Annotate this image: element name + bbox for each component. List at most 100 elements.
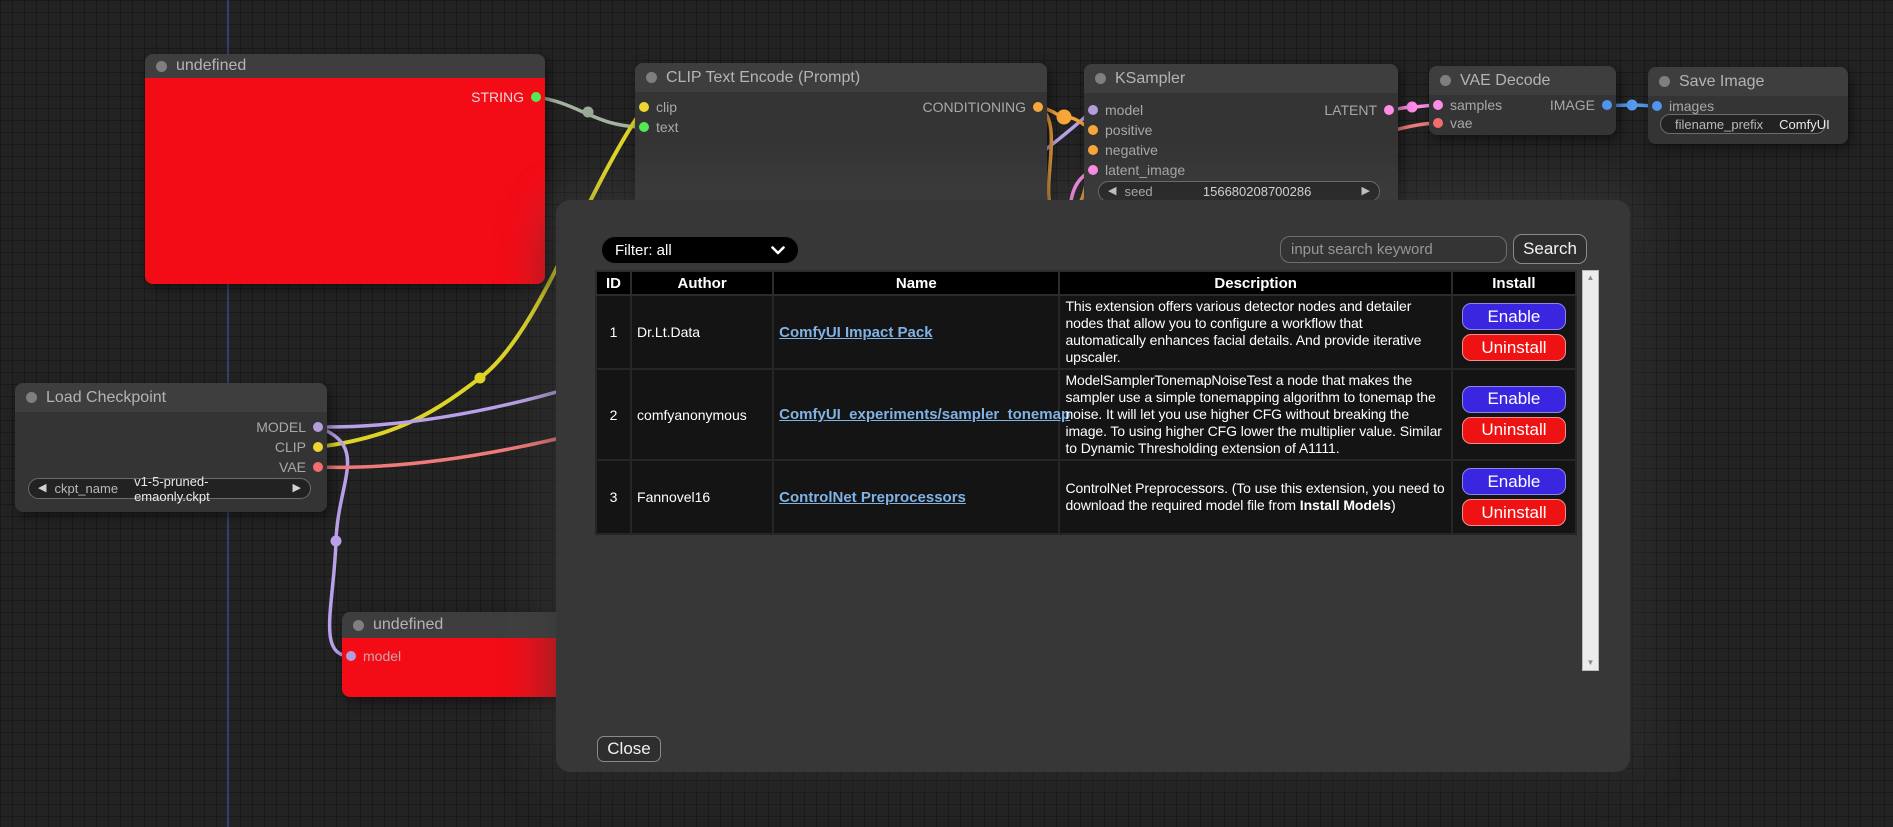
uninstall-button[interactable]: Uninstall [1461,416,1566,444]
ext-name-link[interactable]: ControlNet Preprocessors [779,488,966,506]
input-slot-text[interactable]: text [639,118,679,136]
scroll-down-arrow-icon[interactable]: ▼ [1586,658,1595,667]
extension-manager-dialog: Filter: all Search ID Author Name Descri… [556,200,1630,772]
node-title-bar[interactable]: Load Checkpoint [15,383,327,412]
slot-label: LATENT [1324,102,1377,118]
node-title-bar[interactable]: VAE Decode [1429,66,1616,95]
node-title-label: CLIP Text Encode (Prompt) [666,68,861,86]
collapse-dot-icon[interactable] [26,392,37,403]
clip-slot-dot-icon[interactable] [639,102,649,112]
table-header-row: ID Author Name Description Install [594,270,1578,296]
scroll-up-arrow-icon[interactable]: ▲ [1586,273,1595,282]
collapse-dot-icon[interactable] [353,619,364,631]
node-save-image[interactable]: Save Image images filename_prefix ComfyU… [1648,67,1848,144]
ext-id: 2 [594,368,633,461]
node-title-label: Load Checkpoint [46,388,167,406]
node-title-label: undefined [176,57,247,74]
node-ksampler[interactable]: KSampler model positive negative latent_… [1084,64,1398,210]
string-slot-dot-icon[interactable] [531,92,541,102]
close-button[interactable]: Close [597,736,661,762]
vae-slot-dot-icon[interactable] [1433,118,1443,128]
latent-slot-dot-icon[interactable] [1433,100,1443,110]
seed-widget[interactable]: ◀ seed 156680208700286 ▶ [1098,181,1380,202]
conditioning-slot-dot-icon[interactable] [1033,102,1043,112]
enable-button[interactable]: Enable [1461,468,1566,495]
vae-slot-dot-icon[interactable] [313,462,323,472]
header-id: ID [594,270,633,296]
conditioning-slot-dot-icon[interactable] [1088,125,1098,135]
input-slot-vae[interactable]: vae [1433,114,1473,132]
input-slot-negative[interactable]: negative [1088,141,1158,159]
collapse-dot-icon[interactable] [1095,73,1106,84]
output-slot-model[interactable]: MODEL [256,418,323,436]
output-slot-string[interactable]: STRING [471,88,541,106]
collapse-dot-icon[interactable] [156,60,167,72]
latent-slot-dot-icon[interactable] [1384,105,1394,115]
widget-value[interactable]: v1-5-pruned-emaonly.ckpt [134,473,210,504]
next-arrow-icon[interactable]: ▶ [292,482,301,494]
table-row: 2 comfyanonymous ComfyUI_experiments/sam… [594,368,1578,461]
widget-value[interactable]: 156680208700286 [1202,184,1312,199]
slot-label: VAE [279,459,306,475]
collapse-dot-icon[interactable] [646,72,657,83]
slot-label: latent_image [1105,162,1186,178]
node-clip-text-encode[interactable]: CLIP Text Encode (Prompt) clip text COND… [635,63,1047,213]
model-slot-dot-icon[interactable] [346,651,356,661]
node-undefined-bottom[interactable]: undefined model [342,612,567,697]
desc-bold-text: Install Models [1299,497,1391,513]
extensions-table-container: ID Author Name Description Install 1 Dr.… [594,270,1599,671]
search-input[interactable] [1280,236,1507,263]
node-title-bar[interactable]: KSampler [1084,64,1398,93]
latent-slot-dot-icon[interactable] [1088,165,1098,175]
input-slot-positive[interactable]: positive [1088,121,1152,139]
node-load-checkpoint[interactable]: Load Checkpoint MODEL CLIP VAE ◀ ckpt_na… [15,383,327,512]
table-row: 3 Fannovel16 ControlNet Preprocessors Co… [594,459,1578,535]
enable-button[interactable]: Enable [1461,385,1566,413]
image-slot-dot-icon[interactable] [1652,101,1662,111]
uninstall-button[interactable]: Uninstall [1461,499,1566,526]
node-title-bar[interactable]: Save Image [1648,67,1848,96]
output-slot-clip[interactable]: CLIP [275,438,323,456]
node-title-bar[interactable]: undefined [145,54,545,78]
ckpt-name-widget[interactable]: ◀ ckpt_name v1-5-pruned-emaonly.ckpt ▶ [28,474,311,504]
increment-arrow-icon[interactable]: ▶ [1361,185,1370,197]
input-slot-clip[interactable]: clip [639,98,677,116]
ext-author: Dr.Lt.Data [630,294,775,370]
filename-prefix-widget[interactable]: filename_prefix ComfyUI [1660,114,1830,134]
image-slot-dot-icon[interactable] [1602,100,1612,110]
model-slot-dot-icon[interactable] [1088,105,1098,115]
collapse-dot-icon[interactable] [1659,76,1670,87]
node-title-label: undefined [373,616,444,633]
slot-label: clip [656,99,678,115]
table-scrollbar[interactable]: ▲ ▼ [1582,270,1599,671]
input-slot-latent-image[interactable]: latent_image [1088,161,1185,179]
output-slot-vae[interactable]: VAE [279,458,323,476]
enable-button[interactable]: Enable [1461,303,1566,330]
output-slot-conditioning[interactable]: CONDITIONING [923,98,1043,116]
node-vae-decode[interactable]: VAE Decode samples vae IMAGE [1429,66,1616,135]
model-slot-dot-icon[interactable] [313,422,323,432]
node-title-bar[interactable]: undefined [342,612,567,638]
output-slot-image[interactable]: IMAGE [1550,96,1612,114]
collapse-dot-icon[interactable] [1440,75,1451,86]
input-slot-images[interactable]: images [1652,97,1714,115]
ext-name-link[interactable]: ComfyUI_experiments/sampler_tonemap [779,406,1071,423]
uninstall-button[interactable]: Uninstall [1461,334,1566,361]
desc-text: ControlNet Preprocessors. (To use this e… [1065,480,1445,513]
node-title-bar[interactable]: CLIP Text Encode (Prompt) [635,63,1047,92]
ext-name-link[interactable]: ComfyUI Impact Pack [779,323,933,341]
output-slot-latent[interactable]: LATENT [1324,101,1394,119]
filter-select[interactable]: Filter: all [602,237,798,263]
input-slot-model[interactable]: model [346,647,401,665]
text-slot-dot-icon[interactable] [639,122,649,132]
decrement-arrow-icon[interactable]: ◀ [1108,185,1117,197]
widget-value[interactable]: ComfyUI [1779,116,1830,132]
search-button[interactable]: Search [1513,234,1587,264]
chevron-down-icon [771,245,785,254]
input-slot-samples[interactable]: samples [1433,96,1502,114]
clip-slot-dot-icon[interactable] [313,442,323,452]
node-undefined-top[interactable]: undefined STRING [145,54,545,284]
input-slot-model[interactable]: model [1088,101,1143,119]
conditioning-slot-dot-icon[interactable] [1088,145,1098,155]
previous-arrow-icon[interactable]: ◀ [38,482,47,494]
